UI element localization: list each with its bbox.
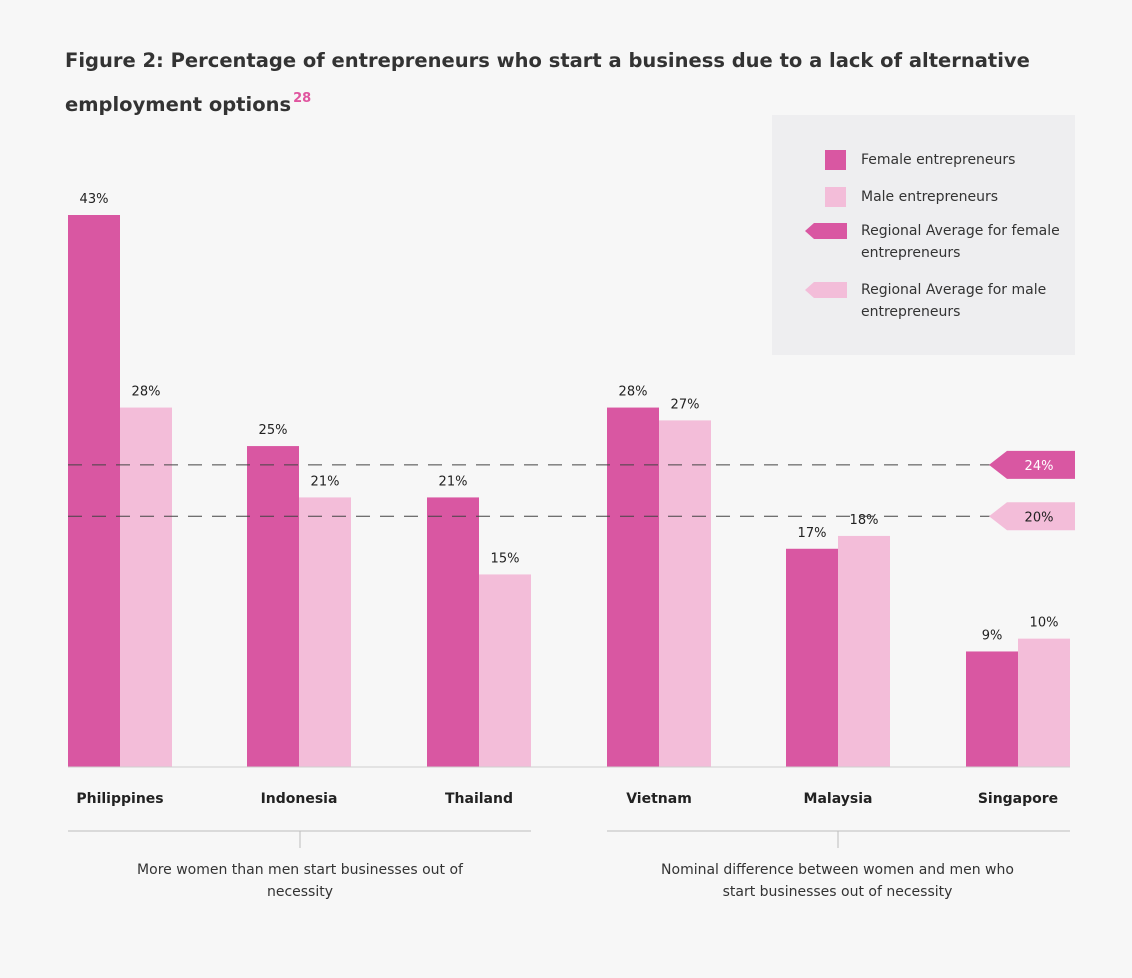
bar-thailand-female — [427, 497, 479, 767]
data-label-malaysia-female: 17% — [798, 526, 827, 541]
group-brackets — [68, 831, 1070, 848]
bar-indonesia-female — [247, 446, 299, 767]
data-label-thailand-female: 21% — [439, 474, 468, 489]
bar-malaysia-female — [786, 549, 838, 767]
data-label-indonesia-male: 21% — [311, 474, 340, 489]
reference-label-female: 24% — [1025, 459, 1054, 474]
bar-vietnam-female — [607, 408, 659, 767]
category-label-singapore: Singapore — [978, 791, 1058, 807]
category-label-malaysia: Malaysia — [804, 791, 873, 807]
bar-philippines-female — [68, 215, 120, 767]
bar-philippines-male — [120, 408, 172, 767]
data-label-vietnam-male: 27% — [671, 397, 700, 412]
bar-singapore-female — [966, 651, 1018, 767]
data-label-singapore-female: 9% — [982, 628, 1003, 643]
bar-indonesia-male — [299, 497, 351, 767]
reference-lines-layer: 24% 20% — [68, 451, 1075, 530]
data-label-vietnam-female: 28% — [619, 385, 648, 400]
reference-label-male: 20% — [1025, 510, 1054, 525]
data-label-philippines-female: 43% — [80, 192, 109, 207]
bar-thailand-male — [479, 574, 531, 767]
data-label-malaysia-male: 18% — [850, 513, 879, 528]
category-label-philippines: Philippines — [76, 791, 163, 807]
data-label-philippines-male: 28% — [132, 385, 161, 400]
labels-layer: 43% 28% Philippines 25% 21% Indonesia 21% 15% Th… — [76, 192, 1058, 807]
category-label-indonesia: Indonesia — [261, 791, 338, 807]
group-note-1: More women than men start businesses out… — [130, 859, 470, 903]
data-label-singapore-male: 10% — [1030, 616, 1059, 631]
data-label-thailand-male: 15% — [491, 551, 520, 566]
bars-layer — [68, 215, 1070, 767]
data-label-indonesia-female: 25% — [259, 423, 288, 438]
bar-vietnam-male — [659, 420, 711, 767]
category-label-thailand: Thailand — [445, 791, 513, 807]
bar-singapore-male — [1018, 639, 1070, 767]
category-label-vietnam: Vietnam — [626, 791, 692, 807]
bar-malaysia-male — [838, 536, 890, 767]
group-note-2: Nominal difference between women and men… — [660, 859, 1015, 903]
